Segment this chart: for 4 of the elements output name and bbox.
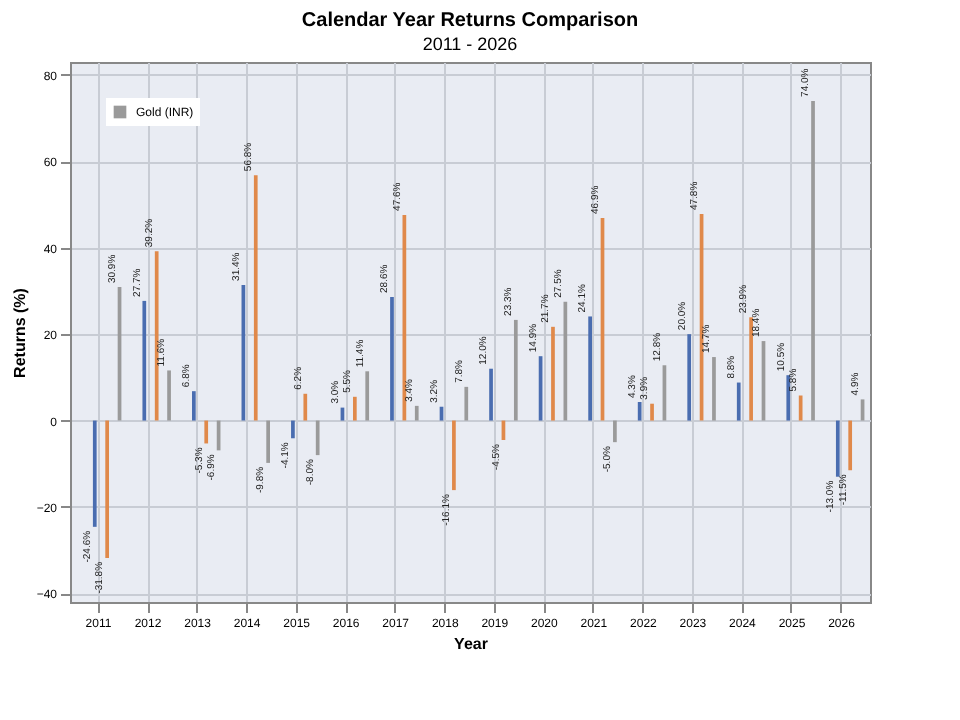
chart-subtitle: 2011 - 2026 [422,34,518,54]
y-axis-title: Returns (%) [10,287,29,378]
chart-title: Calendar Year Returns Comparison [301,10,639,32]
x-axis-title: Year [454,635,488,653]
